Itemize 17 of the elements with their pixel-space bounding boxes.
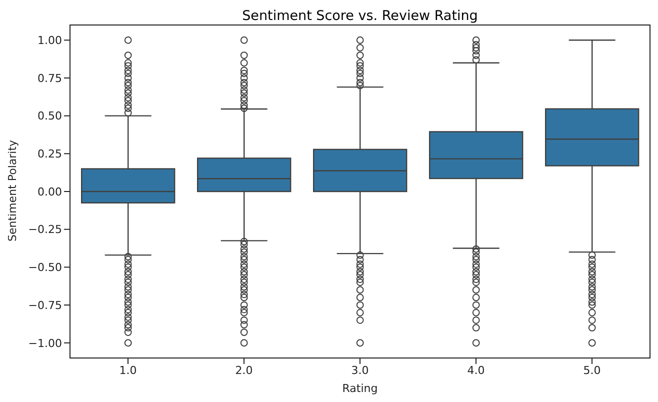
x-tick-label: 5.0 [583,364,601,377]
x-tick-label: 3.0 [351,364,369,377]
chart-title: Sentiment Score vs. Review Rating [241,8,479,24]
y-tick-label: 0.00 [38,185,62,198]
y-tick-label: −0.25 [28,223,62,236]
y-tick-label: 0.50 [38,110,62,123]
y-axis-title: Sentiment Polarity [6,139,19,242]
y-tick-label: 1.00 [38,34,62,48]
x-tick-label: 2.0 [235,364,253,377]
x-tick-label: 4.0 [467,364,485,377]
y-tick-label: −0.50 [28,261,62,274]
y-tick-label: 0.25 [38,148,62,161]
x-tick-label: 1.0 [119,364,137,377]
y-tick-label: −0.75 [28,298,62,312]
y-tick-label: −1.00 [28,336,62,350]
x-axis-title: Rating [342,382,378,395]
y-tick-label: 0.75 [38,72,62,85]
